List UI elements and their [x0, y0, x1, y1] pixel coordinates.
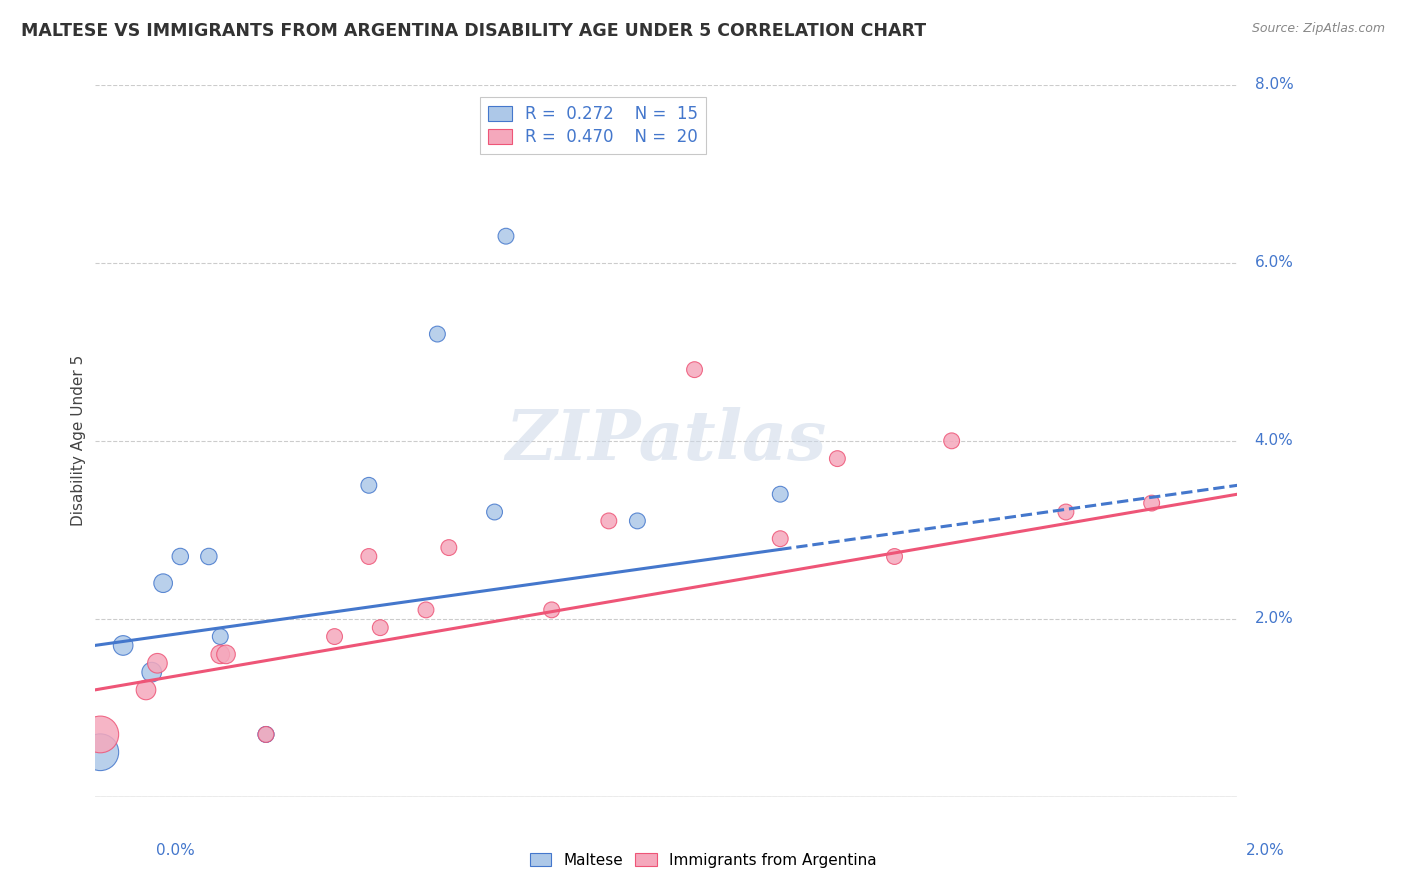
- Point: [209, 648, 232, 662]
- Point: [323, 630, 346, 644]
- Point: [141, 665, 163, 680]
- Point: [415, 603, 437, 617]
- Point: [254, 727, 277, 741]
- Text: 6.0%: 6.0%: [1254, 255, 1294, 270]
- Text: 2.0%: 2.0%: [1254, 611, 1294, 626]
- Point: [198, 549, 221, 564]
- Text: 2.0%: 2.0%: [1246, 843, 1285, 858]
- Point: [254, 727, 277, 741]
- Point: [152, 576, 174, 591]
- Text: Source: ZipAtlas.com: Source: ZipAtlas.com: [1251, 22, 1385, 36]
- Point: [112, 639, 135, 653]
- Point: [484, 505, 506, 519]
- Point: [146, 657, 169, 671]
- Point: [254, 727, 277, 741]
- Point: [1140, 496, 1163, 510]
- Point: [883, 549, 905, 564]
- Text: MALTESE VS IMMIGRANTS FROM ARGENTINA DISABILITY AGE UNDER 5 CORRELATION CHART: MALTESE VS IMMIGRANTS FROM ARGENTINA DIS…: [21, 22, 927, 40]
- Legend: Maltese, Immigrants from Argentina: Maltese, Immigrants from Argentina: [522, 845, 884, 875]
- Point: [169, 549, 191, 564]
- Point: [941, 434, 963, 448]
- Point: [495, 229, 517, 244]
- Point: [1054, 505, 1077, 519]
- Point: [215, 648, 238, 662]
- Text: 8.0%: 8.0%: [1254, 78, 1294, 93]
- Text: 4.0%: 4.0%: [1254, 434, 1294, 449]
- Point: [598, 514, 620, 528]
- Point: [626, 514, 648, 528]
- Point: [357, 478, 380, 492]
- Point: [357, 549, 380, 564]
- Point: [683, 362, 706, 376]
- Point: [209, 630, 232, 644]
- Point: [426, 327, 449, 342]
- Point: [769, 532, 792, 546]
- Point: [89, 745, 111, 759]
- Y-axis label: Disability Age Under 5: Disability Age Under 5: [72, 355, 86, 526]
- Point: [827, 451, 849, 466]
- Point: [437, 541, 460, 555]
- Text: ZIPatlas: ZIPatlas: [505, 407, 827, 475]
- Point: [540, 603, 562, 617]
- Point: [89, 727, 111, 741]
- Point: [769, 487, 792, 501]
- Point: [368, 621, 391, 635]
- Legend: R =  0.272    N =  15, R =  0.470    N =  20: R = 0.272 N = 15, R = 0.470 N = 20: [479, 97, 706, 154]
- Text: 0.0%: 0.0%: [156, 843, 195, 858]
- Point: [135, 682, 157, 697]
